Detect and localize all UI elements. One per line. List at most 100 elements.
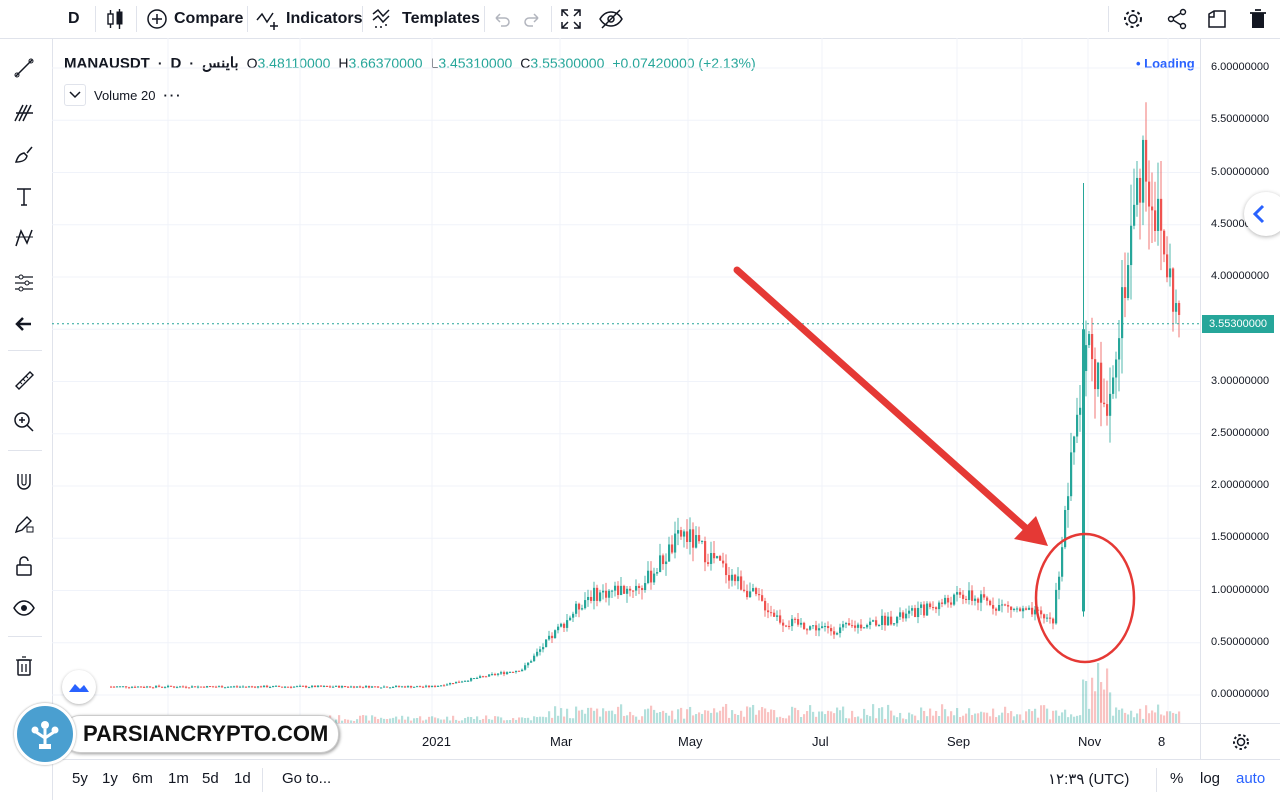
- volume-bar: [674, 719, 677, 723]
- eye-off-icon: [599, 9, 623, 29]
- volume-bar: [902, 718, 905, 723]
- fullscreen-icon: [561, 9, 581, 29]
- candle-body: [1142, 139, 1145, 203]
- candle-body: [488, 674, 491, 677]
- candle-body: [272, 685, 275, 688]
- volume-bar: [1157, 704, 1160, 723]
- pitchfork-icon[interactable]: [10, 98, 38, 126]
- candle-body: [1088, 334, 1091, 346]
- volume-bar: [1169, 711, 1172, 723]
- clock[interactable]: ۱۲:۳۹ (UTC): [1048, 771, 1130, 788]
- volume-bar: [935, 710, 938, 723]
- range-1y[interactable]: 1y: [102, 770, 118, 787]
- goto-button[interactable]: Go to...: [282, 770, 332, 787]
- back-arrow-icon[interactable]: [10, 310, 38, 338]
- volume-bar: [845, 718, 848, 723]
- range-5y[interactable]: 5y: [72, 770, 88, 787]
- candle-body: [422, 686, 425, 688]
- volume-bar: [959, 717, 962, 723]
- candle-body: [212, 686, 215, 688]
- candle-body: [1061, 547, 1064, 577]
- prediction-icon[interactable]: [10, 268, 38, 296]
- volume-bar: [614, 714, 617, 723]
- redo-button[interactable]: [522, 0, 542, 38]
- volume-bar: [647, 708, 650, 723]
- log-toggle[interactable]: log: [1200, 770, 1221, 787]
- fullscreen-button[interactable]: [560, 0, 582, 38]
- volume-bar: [725, 703, 728, 723]
- ruler-icon[interactable]: [10, 366, 38, 394]
- volume-bar: [971, 715, 974, 723]
- candle-style-button[interactable]: [104, 0, 126, 38]
- share-button[interactable]: [1166, 0, 1188, 38]
- interval-button[interactable]: D: [68, 0, 80, 38]
- percent-toggle[interactable]: %: [1170, 770, 1184, 787]
- candle-body: [290, 686, 293, 688]
- settings-button[interactable]: [1122, 0, 1144, 38]
- magnet-icon[interactable]: [10, 468, 38, 496]
- text-tool-icon[interactable]: [10, 182, 38, 210]
- volume-bar: [1016, 714, 1019, 723]
- candle-body: [1004, 604, 1007, 606]
- snapshot-button[interactable]: [1206, 0, 1228, 38]
- pattern-icon[interactable]: [10, 224, 38, 252]
- candle-body: [266, 685, 269, 688]
- indicators-button[interactable]: Indicators: [256, 0, 362, 38]
- auto-toggle[interactable]: auto: [1236, 770, 1266, 787]
- volume-bar: [893, 715, 896, 723]
- trash-icon[interactable]: [10, 652, 38, 680]
- delete-button[interactable]: [1248, 0, 1268, 38]
- symbol-interval: D: [170, 54, 182, 72]
- hide-button[interactable]: [598, 0, 624, 38]
- price-axis[interactable]: 6.00000000 5.50000000 5.00000000 4.50000000…: [1200, 38, 1280, 723]
- symbol-name[interactable]: MANAUSDT: [64, 54, 150, 72]
- candle-body: [554, 630, 557, 639]
- volume-bar: [458, 720, 461, 723]
- volume-bar: [875, 718, 878, 723]
- undo-button[interactable]: [492, 0, 512, 38]
- axis-settings-button[interactable]: [1200, 723, 1280, 760]
- brush-icon[interactable]: [10, 140, 38, 168]
- candle-body: [317, 685, 320, 688]
- compare-button[interactable]: Compare: [146, 0, 243, 38]
- candle-body: [371, 686, 374, 688]
- range-1m[interactable]: 1m: [168, 770, 189, 787]
- candle-body: [671, 544, 674, 553]
- candle-body: [242, 686, 245, 688]
- candle-body: [116, 686, 119, 688]
- tradingview-logo[interactable]: [62, 670, 96, 704]
- candle-body: [1163, 230, 1166, 255]
- volume-bar: [938, 716, 941, 723]
- candle-body: [1076, 414, 1079, 437]
- range-5d[interactable]: 5d: [202, 770, 219, 787]
- price-chart[interactable]: [52, 38, 1200, 723]
- candle-body: [428, 685, 431, 688]
- volume-bar: [683, 718, 686, 723]
- volume-bar: [551, 717, 554, 723]
- lock-drawing-icon[interactable]: [10, 510, 38, 538]
- time-axis[interactable]: 2021 Mar May Jul Sep Nov 8: [52, 723, 1200, 760]
- candle-body: [275, 685, 278, 687]
- right-panel-toggle[interactable]: [1244, 192, 1280, 236]
- volume-bar: [995, 717, 998, 723]
- candle-body: [1094, 359, 1097, 390]
- volume-bar: [860, 718, 863, 723]
- unlock-icon[interactable]: [10, 552, 38, 580]
- candle-body: [719, 556, 722, 561]
- range-6m[interactable]: 6m: [132, 770, 153, 787]
- templates-button[interactable]: Templates: [372, 0, 480, 38]
- trend-line-icon[interactable]: [10, 54, 38, 82]
- volume-bar: [839, 710, 842, 723]
- candle-body: [836, 633, 839, 635]
- candle-body: [449, 683, 452, 685]
- collapse-legend-button[interactable]: [64, 84, 86, 106]
- candle-body: [575, 603, 578, 614]
- volume-bar: [602, 708, 605, 723]
- candle-body: [743, 589, 746, 591]
- candle-body: [629, 588, 632, 591]
- range-1d[interactable]: 1d: [234, 770, 251, 787]
- candle-body: [545, 639, 548, 648]
- eye-icon[interactable]: [10, 594, 38, 622]
- zoom-in-icon[interactable]: [10, 408, 38, 436]
- volume-bar: [986, 712, 989, 723]
